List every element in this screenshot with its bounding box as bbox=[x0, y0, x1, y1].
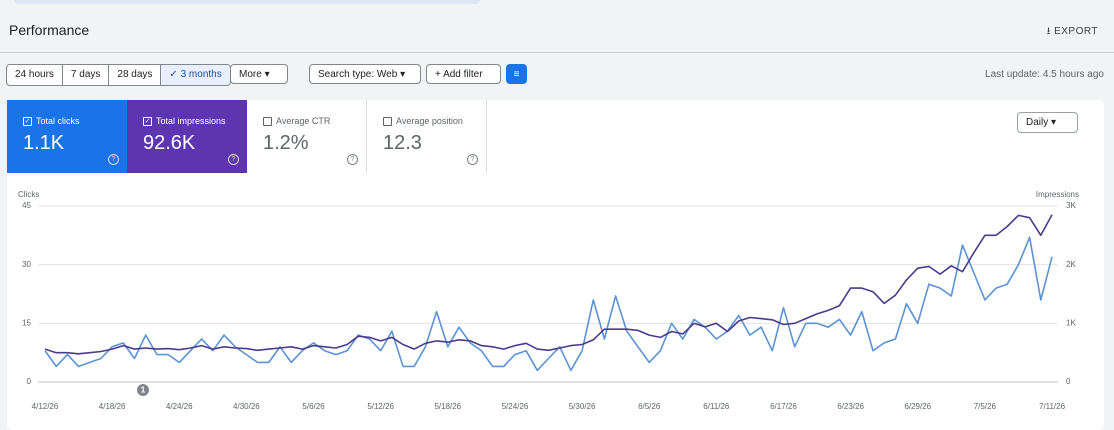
metric-label-row: ✓ Total impressions bbox=[143, 116, 247, 126]
checkbox[interactable]: ✓ bbox=[23, 116, 32, 126]
y-tick-label: 45 bbox=[22, 201, 31, 210]
x-tick-label: 4/24/26 bbox=[166, 402, 193, 411]
metric-label-row: ✓ Total clicks bbox=[23, 116, 127, 126]
metric-value: 1.2% bbox=[263, 132, 309, 154]
date-range-button[interactable]: 7 days bbox=[63, 65, 110, 85]
x-tick-label: 6/23/26 bbox=[837, 402, 864, 411]
help-icon[interactable]: ? bbox=[228, 154, 239, 165]
date-range-label: 7 days bbox=[70, 69, 101, 80]
x-tick-label: 4/18/26 bbox=[99, 402, 126, 411]
date-range-label: 24 hours bbox=[15, 69, 54, 80]
checkbox[interactable] bbox=[263, 116, 272, 126]
metric-value: 1.1K bbox=[23, 132, 65, 154]
x-tick-label: 5/24/26 bbox=[502, 402, 529, 411]
help-icon[interactable]: ? bbox=[108, 154, 119, 165]
y2-tick-label: 3K bbox=[1066, 201, 1076, 210]
x-tick-label: 5/6/26 bbox=[302, 402, 325, 411]
x-tick-label: 6/5/26 bbox=[638, 402, 661, 411]
metric-label: Total impressions bbox=[156, 116, 226, 126]
metric-label-row: Average CTR bbox=[263, 116, 366, 126]
help-icon[interactable]: ? bbox=[467, 154, 478, 165]
data-line bbox=[44, 236, 1053, 372]
metric-label-row: Average position bbox=[383, 116, 486, 126]
more-button[interactable]: More ▾ bbox=[230, 64, 288, 84]
x-tick-label: 6/11/26 bbox=[703, 402, 730, 411]
x-tick-label: 6/17/26 bbox=[770, 402, 797, 411]
y-tick-label: 0 bbox=[27, 377, 32, 386]
x-tick-label: 5/12/26 bbox=[367, 402, 394, 411]
last-update: Last update: 4.5 hours ago bbox=[985, 69, 1104, 80]
granularity-label: Daily bbox=[1026, 117, 1049, 128]
search-type-button[interactable]: Search type: Web ▾ bbox=[309, 64, 421, 84]
y2-axis-title: Impressions bbox=[1036, 190, 1079, 199]
annotation-marker bbox=[137, 384, 149, 396]
add-filter-button[interactable]: + Add filter bbox=[426, 64, 501, 84]
x-tick-label: 5/18/26 bbox=[434, 402, 461, 411]
date-range-label: 28 days bbox=[117, 69, 153, 80]
filter-options-button[interactable]: ≡ bbox=[506, 64, 527, 84]
y2-tick-label: 2K bbox=[1066, 260, 1076, 269]
metric-card[interactable]: Average position 12.3? bbox=[367, 100, 487, 173]
x-tick-label: 6/29/26 bbox=[904, 402, 931, 411]
metric-label: Total clicks bbox=[36, 116, 80, 126]
export-button[interactable]: ⭳ EXPORT bbox=[1046, 26, 1098, 37]
search-type-label: Search type: Web bbox=[318, 69, 398, 80]
separator bbox=[0, 52, 1114, 53]
y-axis-title: Clicks bbox=[18, 190, 39, 199]
x-tick-label: 7/11/26 bbox=[1039, 402, 1066, 411]
search-bar-edge bbox=[14, 0, 480, 4]
metric-value: 12.3 bbox=[383, 132, 422, 154]
y2-tick-label: 1K bbox=[1066, 318, 1076, 327]
page-title: Performance bbox=[9, 22, 90, 38]
data-line bbox=[44, 214, 1053, 355]
export-label: EXPORT bbox=[1054, 26, 1098, 37]
date-range-button[interactable]: 24 hours bbox=[7, 65, 63, 85]
metric-card[interactable]: ✓ Total impressions 92.6K? bbox=[127, 100, 247, 173]
date-range-label: 3 months bbox=[180, 69, 222, 80]
metric-card[interactable]: Average CTR 1.2%? bbox=[247, 100, 367, 173]
x-tick-label: 4/30/26 bbox=[233, 402, 260, 411]
date-range-button[interactable]: ✓ 3 months bbox=[161, 65, 230, 85]
add-filter-label: Add filter bbox=[443, 69, 483, 80]
metric-card[interactable]: ✓ Total clicks 1.1K? bbox=[7, 100, 127, 173]
checkbox[interactable] bbox=[383, 116, 392, 126]
x-tick-label: 4/12/26 bbox=[32, 402, 59, 411]
y2-tick-label: 0 bbox=[1066, 377, 1071, 386]
checkbox[interactable]: ✓ bbox=[143, 116, 152, 126]
x-tick-label: 7/5/26 bbox=[974, 402, 997, 411]
metric-label: Average position bbox=[396, 116, 463, 126]
annotation-label: 1 bbox=[141, 386, 146, 395]
y-tick-label: 30 bbox=[22, 260, 31, 269]
more-label: More bbox=[239, 69, 262, 80]
metric-value: 92.6K bbox=[143, 132, 196, 154]
granularity-button[interactable]: Daily ▾ bbox=[1017, 112, 1078, 133]
metric-label: Average CTR bbox=[276, 116, 331, 126]
date-range-button[interactable]: 28 days bbox=[109, 65, 162, 85]
x-tick-label: 5/30/26 bbox=[569, 402, 596, 411]
y-tick-label: 15 bbox=[22, 318, 31, 327]
help-icon[interactable]: ? bbox=[347, 154, 358, 165]
